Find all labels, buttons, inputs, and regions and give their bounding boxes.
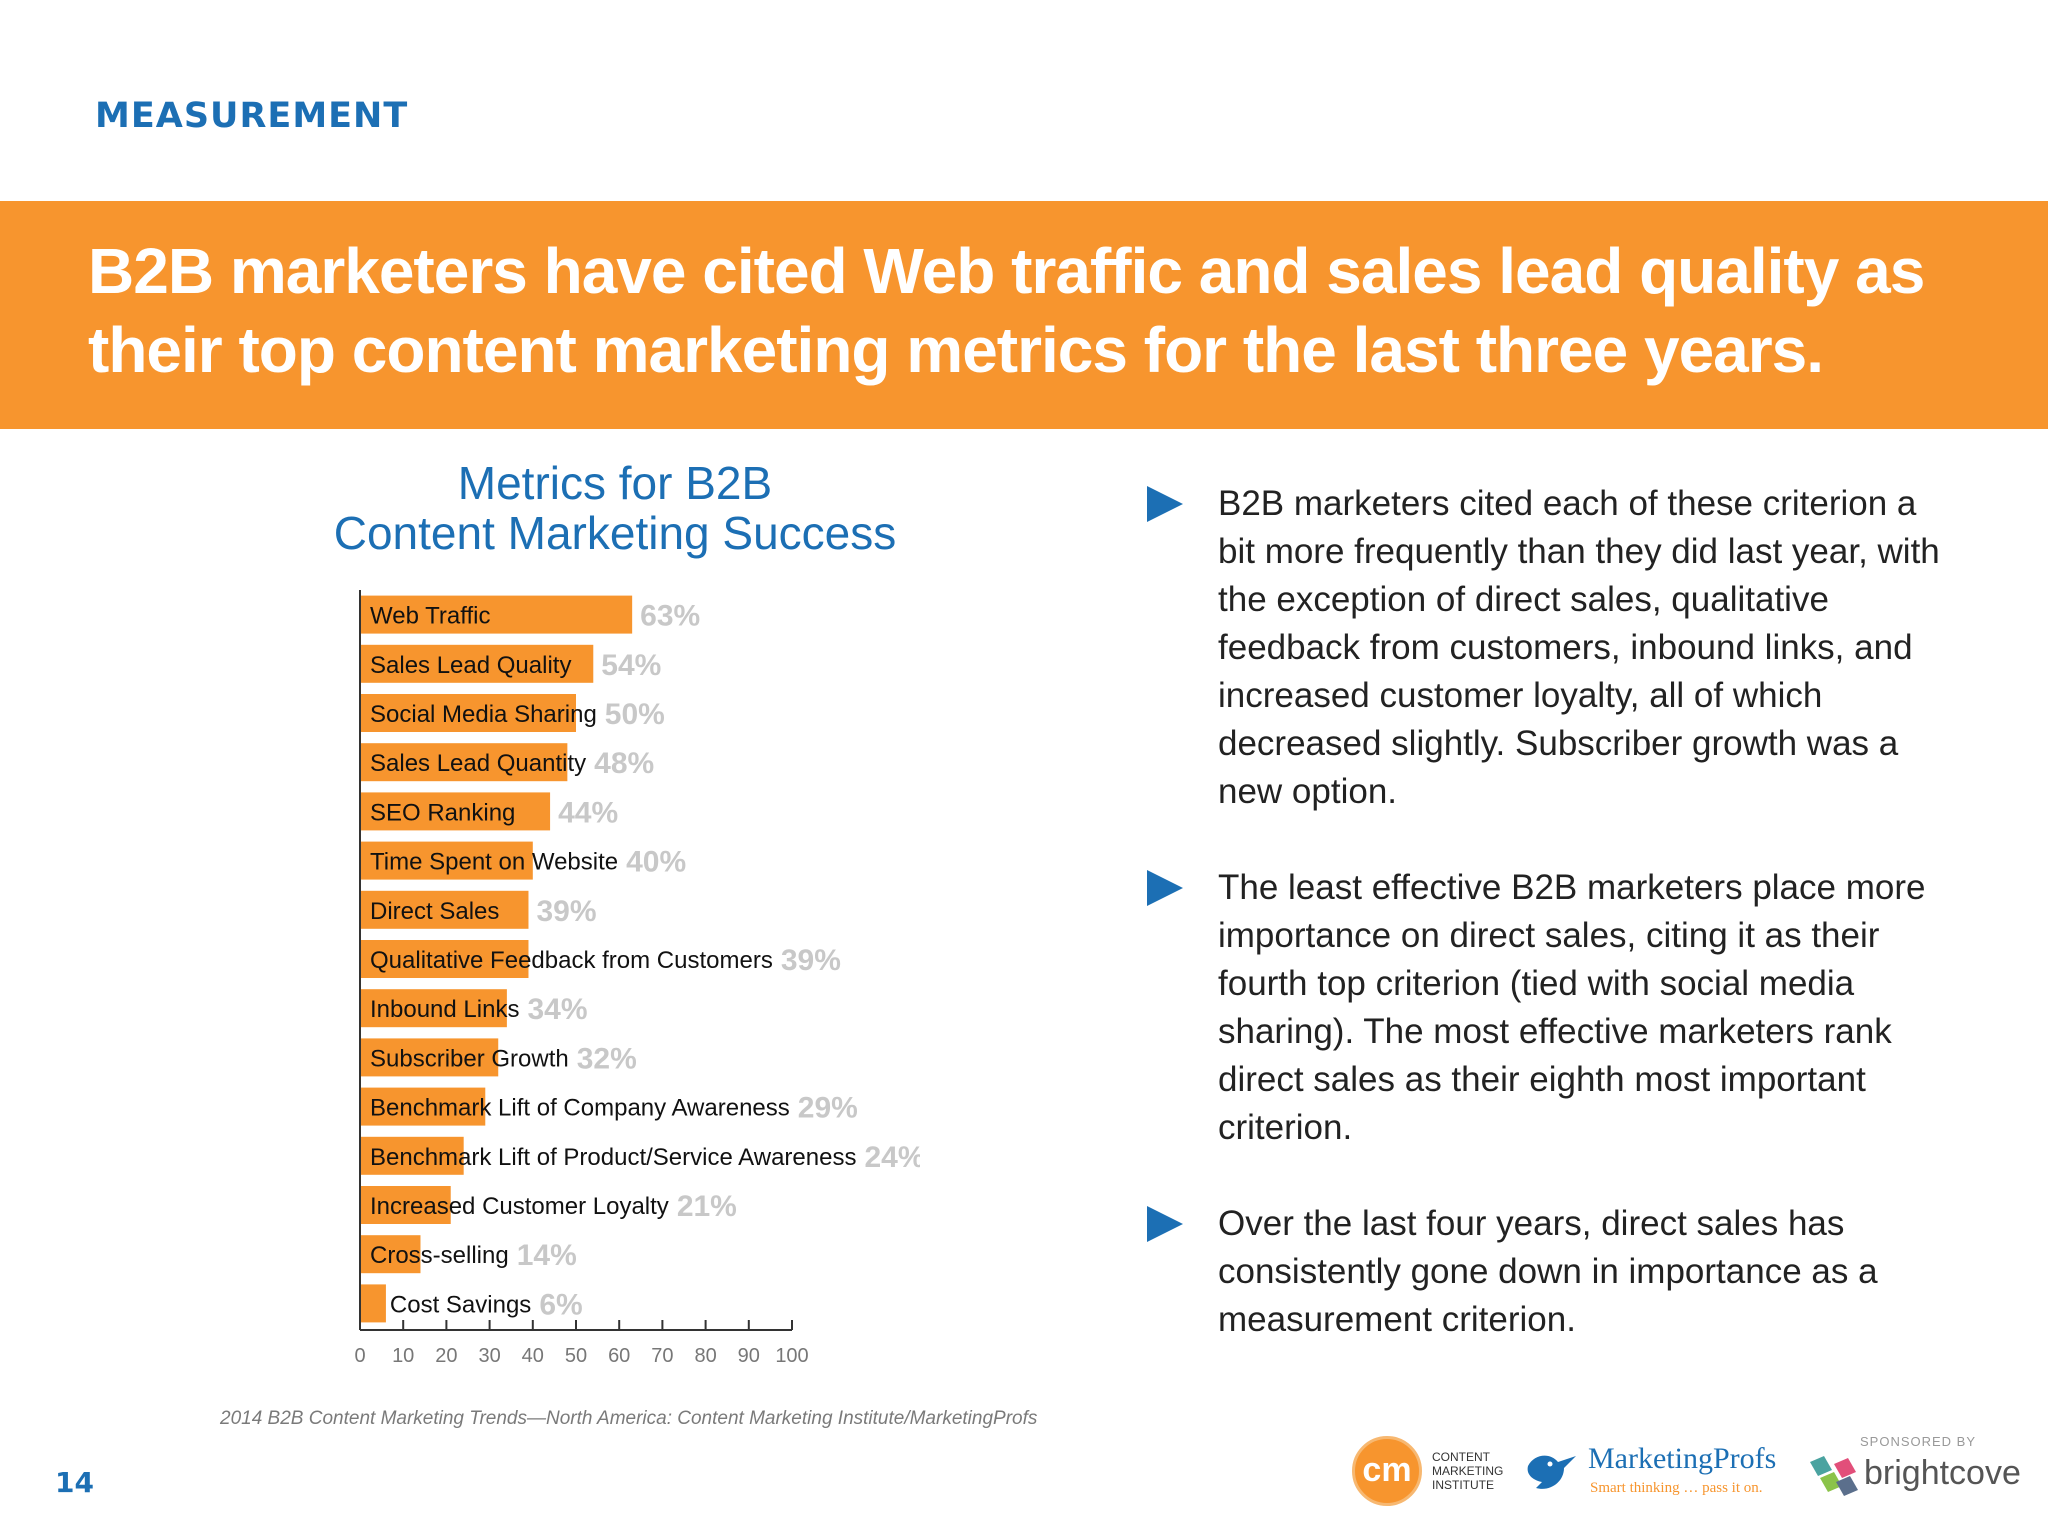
source-citation: 2014 B2B Content Marketing Trends—North … [220,1408,1038,1429]
marketingprofs-logo: MarketingProfs Smart thinking … pass it … [1520,1440,1790,1506]
category-label: Inbound Links [370,996,519,1023]
category-label: Qualitative Feedback from Customers [370,947,773,974]
value-label: 6% [539,1288,582,1321]
value-label: 54% [601,649,661,682]
bar [360,1136,464,1175]
bar [360,694,576,732]
category-label: Increased Customer Loyalty [370,1193,669,1220]
category-label: Benchmark Lift of Product/Service Awaren… [370,1144,856,1171]
category-label: Web Traffic [370,603,491,630]
category-label: Benchmark Lift of Company Awareness [370,1095,790,1122]
value-label: 44% [558,796,618,829]
category-label: Social Media Sharing [370,701,597,728]
bird-icon [1527,1455,1576,1489]
bar [360,743,568,782]
bar [360,1235,421,1274]
x-tick-label: 20 [435,1345,457,1367]
category-label: Sales Lead Quantity [370,750,586,777]
bar [360,1284,386,1323]
value-label: 39% [536,895,596,928]
bullet-arrow-icon [1147,486,1183,522]
brightcove-mark-icon [1810,1456,1858,1496]
x-tick-label: 10 [392,1345,414,1367]
category-label: Time Spent on Website [370,849,618,876]
value-label: 21% [677,1190,737,1223]
bullet-arrow-icon [1147,1206,1183,1242]
x-tick-label: 50 [565,1345,587,1367]
bullet-text-3: Over the last four years, direct sales h… [1218,1204,1878,1339]
value-label: 39% [781,944,841,977]
value-label: 48% [594,747,654,780]
value-label: 29% [798,1092,858,1125]
x-tick-label: 30 [478,1345,500,1367]
headline-banner [0,201,2048,429]
section-label: MEASUREMENT [95,96,409,136]
headline: B2B marketers have cited Web traffic and… [88,235,1925,386]
bullet-text-2: The least effective B2B marketers place … [1218,868,1926,1147]
value-label: 40% [626,846,686,879]
category-label: Cost Savings [390,1291,531,1318]
value-label: 34% [527,993,587,1026]
bar [360,890,529,929]
category-label: SEO Ranking [370,799,515,826]
category-label: Cross-selling [370,1242,509,1269]
value-label: 63% [640,600,700,633]
bar [360,989,507,1028]
bullet-text-1: B2B marketers cited each of these criter… [1218,484,1940,811]
bar [360,841,533,880]
value-label: 14% [517,1239,577,1272]
bar-chart: Web Traffic 63% Sales Lead Quality 54%Socia… [354,590,920,1367]
category-label: Direct Sales [370,898,499,925]
cmi-logo-mark-icon: cm [1352,1436,1422,1506]
x-tick-label: 60 [608,1345,630,1367]
bullet-arrow-icon [1147,870,1183,906]
value-label: 50% [605,698,665,731]
x-tick-label: 0 [354,1345,365,1367]
sponsor-logo: SPONSORED BY brightcove [1806,1432,2026,1504]
chart-title-line2: Content Marketing Success [333,507,897,559]
bar [360,792,551,831]
bar [360,644,594,683]
bar [360,1186,451,1224]
chart-title: Metrics for B2B Content Marketing Succes… [290,458,940,558]
bar [360,1038,499,1077]
bar [360,1087,486,1126]
bar [360,940,529,978]
x-tick-label: 100 [775,1345,808,1367]
chart-title-line1: Metrics for B2B [457,457,773,509]
value-label: 32% [577,1042,637,1075]
value-label: 24% [864,1141,920,1174]
x-tick-label: 80 [694,1345,716,1367]
category-label: Sales Lead Quality [370,652,571,679]
page-number: 14 [55,1466,94,1499]
x-tick-label: 40 [522,1345,544,1367]
x-tick-label: 70 [651,1345,673,1367]
bar [360,595,633,634]
x-tick-label: 90 [738,1345,760,1367]
cmi-logo: cm CONTENT MARKETING INSTITUTE [1352,1436,1503,1512]
category-label: Subscriber Growth [370,1045,569,1072]
